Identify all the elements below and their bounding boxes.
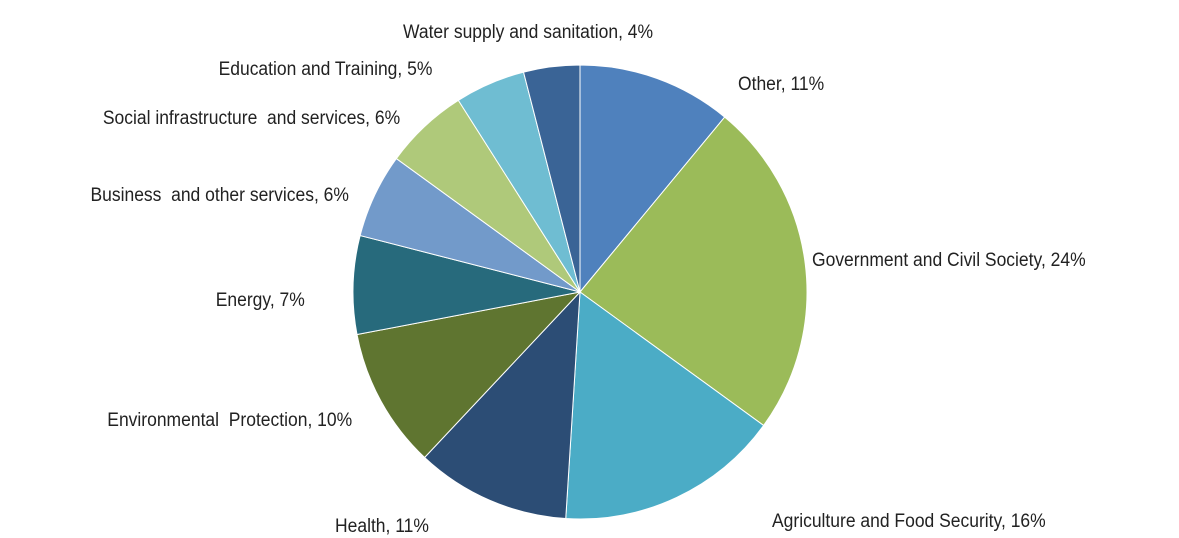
slice-label: Government and Civil Society24% xyxy=(812,250,1086,272)
category-label: Business and other services xyxy=(91,185,324,206)
category-label: Agriculture and Food Security xyxy=(772,511,1011,532)
pie-slice xyxy=(565,291,765,520)
category-label: Energy xyxy=(216,290,280,311)
slice-label: Environmental Protection10% xyxy=(107,410,352,432)
slice-label: Energy7% xyxy=(216,290,305,312)
category-label: Water supply and sanitation xyxy=(403,22,628,43)
pie-slice xyxy=(522,64,581,293)
slice-label: Health11% xyxy=(335,516,429,538)
slice-label: Social infrastructure and services6% xyxy=(103,108,400,130)
value-label: 16% xyxy=(1010,511,1046,532)
category-label: Other xyxy=(738,74,790,95)
category-label: Environmental Protection xyxy=(107,410,317,431)
category-label: Government and Civil Society xyxy=(812,250,1051,271)
slice-label: Agriculture and Food Security16% xyxy=(772,511,1046,533)
pie-slice xyxy=(356,291,582,459)
value-label: 11% xyxy=(790,74,825,95)
category-label: Health xyxy=(335,516,395,537)
slice-label: Education and Training5% xyxy=(218,59,432,81)
pie-slice xyxy=(423,290,581,520)
value-label: 7% xyxy=(279,290,305,311)
value-label: 6% xyxy=(323,185,349,206)
value-label: 11% xyxy=(395,516,429,537)
value-label: 5% xyxy=(406,59,432,80)
value-label: 4% xyxy=(627,22,654,43)
slice-label: Other11% xyxy=(738,74,824,96)
value-label: 24% xyxy=(1050,250,1086,271)
slice-label: Water supply and sanitation4% xyxy=(403,22,653,44)
pie-slice xyxy=(579,64,726,294)
category-label: Social infrastructure and services xyxy=(103,108,375,129)
slice-label: Business and other services6% xyxy=(91,185,349,207)
value-label: 6% xyxy=(374,108,400,129)
value-label: 10% xyxy=(317,410,352,431)
category-label: Education and Training xyxy=(218,59,407,80)
pie-slice xyxy=(579,116,808,427)
